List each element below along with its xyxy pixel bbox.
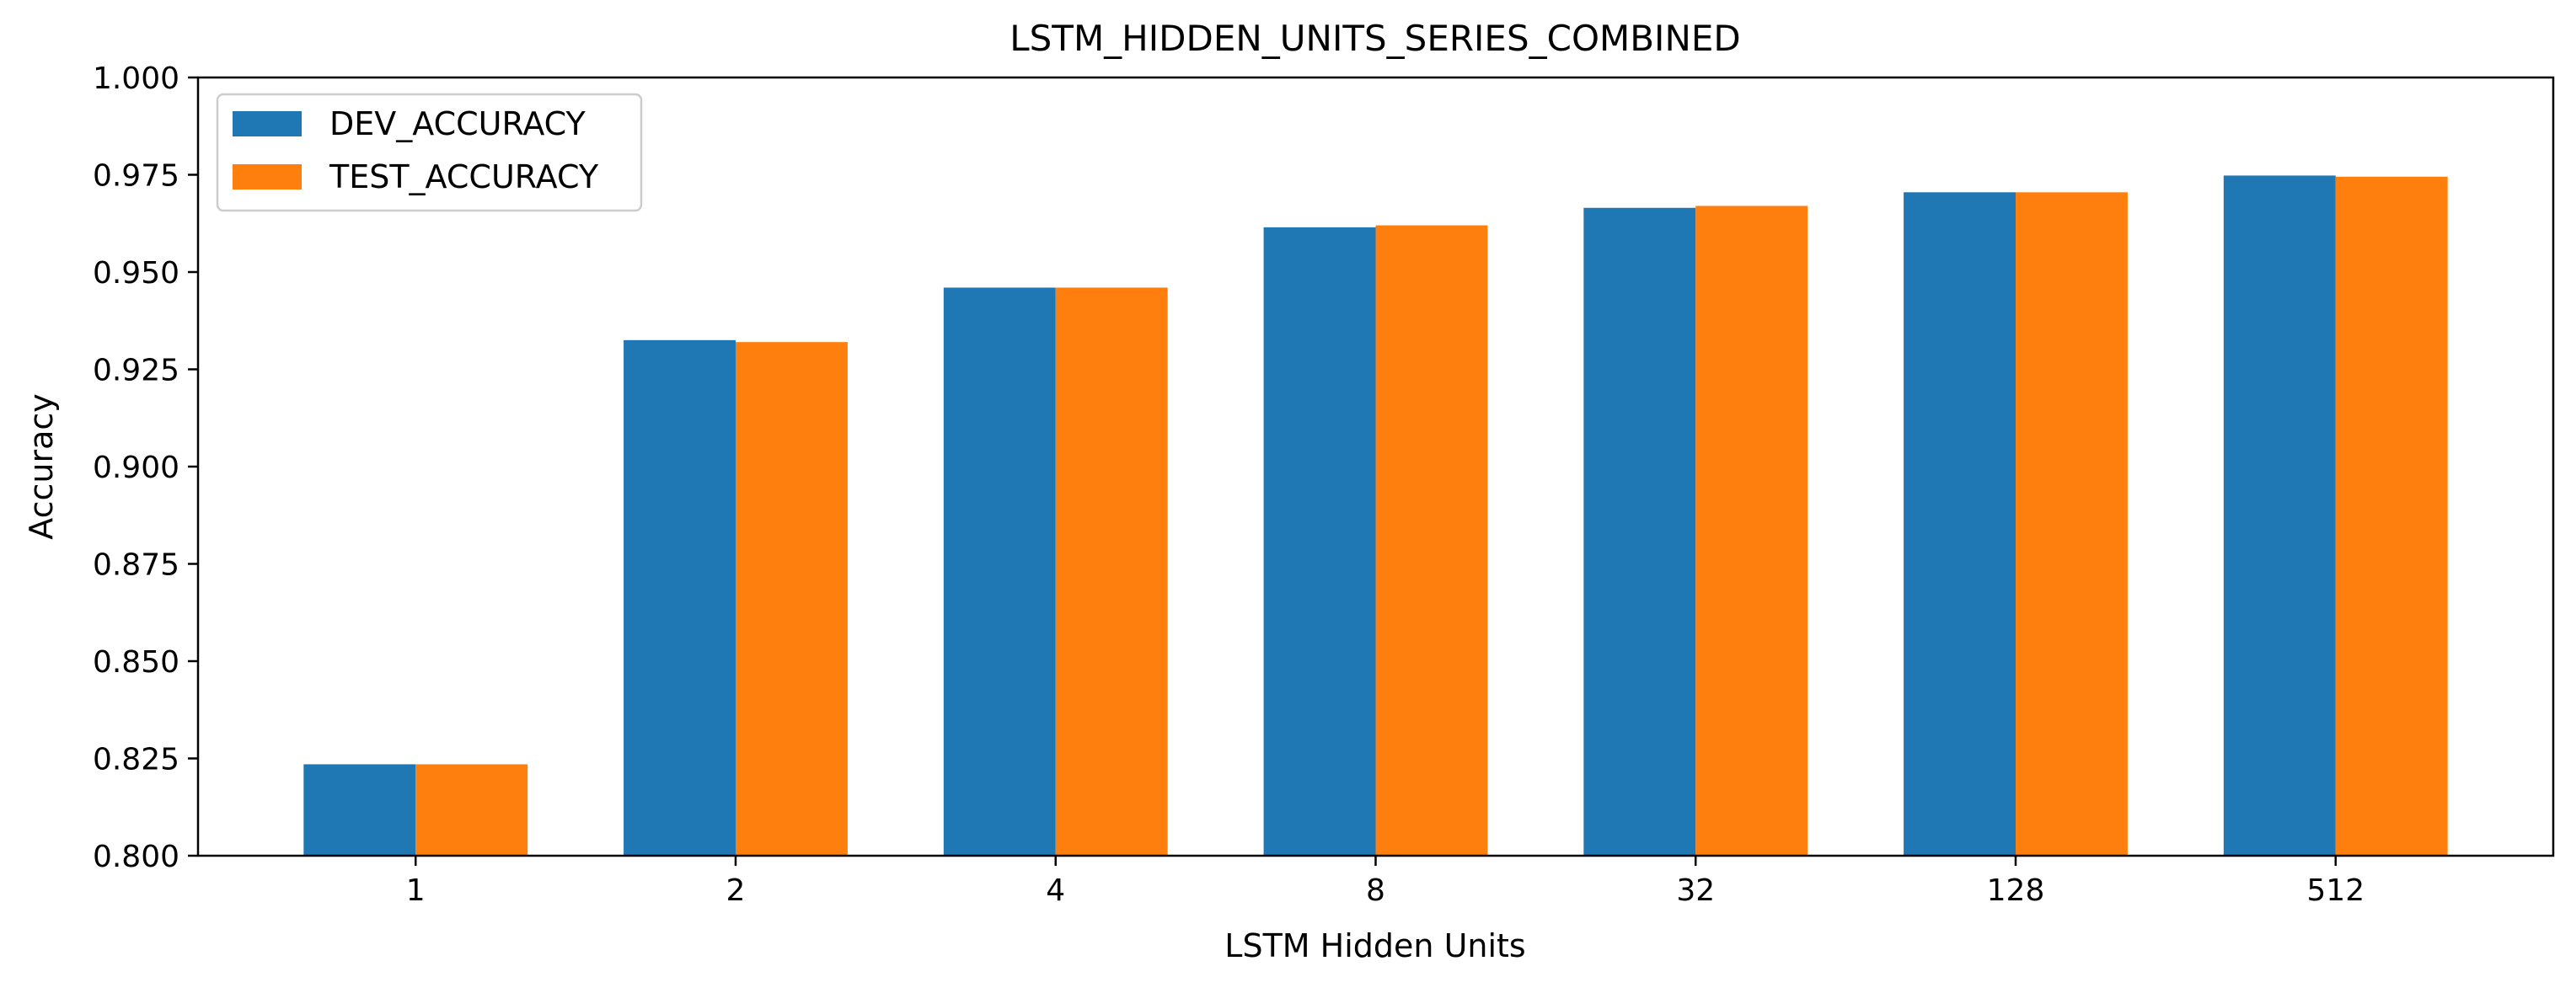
- y-tick-label: 0.975: [93, 159, 179, 194]
- bar-dev-4: [943, 287, 1056, 857]
- bar-test-1: [415, 764, 528, 856]
- x-axis-label: LSTM Hidden Units: [1224, 927, 1525, 964]
- bar-dev-128: [1904, 192, 2016, 857]
- y-tick-label: 0.950: [93, 256, 179, 291]
- legend-swatch-test: [233, 164, 302, 190]
- bar-dev-1: [303, 764, 416, 856]
- x-tick-label: 32: [1676, 873, 1715, 908]
- legend-label-dev: DEV_ACCURACY: [329, 105, 586, 142]
- y-tick-label: 0.850: [93, 645, 179, 680]
- bar-dev-8: [1263, 227, 1376, 856]
- bar-dev-2: [624, 339, 736, 857]
- bars-layer: [303, 175, 2448, 857]
- chart-title: LSTM_HIDDEN_UNITS_SERIES_COMBINED: [1010, 18, 1741, 59]
- bar-dev-32: [1583, 207, 1696, 856]
- plot-frame: [196, 76, 2555, 857]
- x-tick-label: 2: [726, 873, 746, 908]
- bar-test-512: [2335, 176, 2448, 856]
- x-axis: 1 2 4 8 32 128 512: [406, 856, 2364, 908]
- y-axis-label: Accuracy: [23, 393, 60, 540]
- y-axis: 0.800 0.825 0.850 0.875 0.900 0.925 0.950 0.975…: [93, 61, 198, 874]
- legend-label-test: TEST_ACCURACY: [329, 158, 599, 195]
- y-tick-label: 0.875: [93, 548, 179, 583]
- bar-test-4: [1055, 287, 1168, 857]
- bar-test-32: [1695, 206, 1808, 856]
- y-tick-label: 1.000: [93, 61, 179, 96]
- bar-test-128: [2016, 192, 2128, 857]
- y-tick-label: 0.800: [93, 840, 179, 874]
- bar-test-2: [735, 342, 848, 856]
- bar-test-8: [1375, 225, 1488, 856]
- x-tick-label: 512: [2306, 873, 2364, 908]
- legend-swatch-dev: [233, 111, 302, 136]
- x-tick-label: 4: [1046, 873, 1065, 908]
- y-tick-label: 0.925: [93, 354, 179, 388]
- x-tick-label: 8: [1366, 873, 1385, 908]
- y-tick-label: 0.900: [93, 451, 179, 485]
- x-tick-label: 1: [406, 873, 426, 908]
- bar-dev-512: [2223, 175, 2336, 856]
- y-tick-label: 0.825: [93, 743, 179, 777]
- x-tick-label: 128: [1987, 873, 2045, 908]
- legend-box: [216, 93, 643, 212]
- legend: DEV_ACCURACY TEST_ACCURACY: [216, 93, 643, 212]
